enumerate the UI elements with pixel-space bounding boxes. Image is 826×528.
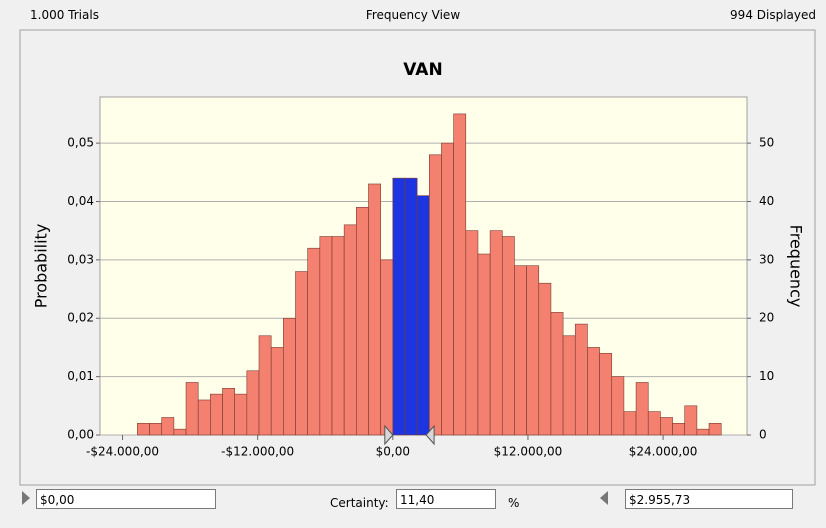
right-arrow-icon (600, 491, 608, 505)
y2-tick-label: 0 (759, 428, 767, 442)
bar (538, 282, 552, 436)
bar (283, 317, 296, 436)
bar (343, 224, 357, 436)
view-name: Frequency View (365, 8, 461, 22)
bar (647, 411, 661, 436)
y-tick-label: 0,01 (67, 369, 94, 383)
low-input[interactable]: $0,00 (36, 489, 216, 509)
x-tick-label: -$12.000,00 (221, 445, 294, 459)
bar (368, 183, 381, 436)
bar (477, 253, 491, 436)
bar (161, 417, 175, 436)
bar (635, 382, 649, 436)
bar (489, 230, 503, 436)
bar (599, 352, 613, 436)
bar (173, 428, 187, 436)
bar (696, 428, 710, 436)
bar (514, 265, 527, 436)
y-tick-label: 0,00 (67, 428, 94, 442)
y2-tick-label: 30 (759, 252, 774, 266)
trials: 1.000 Trials (30, 8, 99, 22)
certainty-label: Certainty: (330, 496, 389, 510)
bar (222, 387, 235, 436)
bar (623, 411, 637, 436)
bar (574, 323, 588, 436)
range-marker (384, 424, 394, 446)
high-input[interactable]: $2.955,73 (625, 489, 793, 509)
bar (611, 376, 625, 436)
bar (550, 312, 564, 436)
bar (356, 207, 369, 436)
bar (380, 259, 394, 436)
x-tick-label: $0,00 (376, 445, 410, 459)
bar (416, 195, 430, 436)
bar (672, 423, 686, 436)
bar (137, 423, 150, 436)
bar (501, 236, 515, 436)
bar (234, 393, 248, 436)
bar (428, 154, 442, 436)
x-tick-label: $24.000,00 (629, 445, 698, 459)
bar (708, 423, 722, 436)
x-tick-label: -$24.000,00 (86, 445, 159, 459)
range-marker (425, 424, 435, 446)
bar (465, 230, 479, 436)
bar (526, 265, 540, 436)
bar (270, 347, 284, 436)
y2-tick-label: 50 (759, 136, 774, 150)
bar (319, 236, 333, 436)
bar (453, 113, 467, 436)
bar (295, 271, 308, 436)
bar (660, 417, 673, 436)
certainty-unit: % (508, 496, 520, 510)
bar (331, 236, 345, 436)
y-axis-label: Probability (32, 224, 51, 309)
bar (562, 335, 576, 436)
x-tick-label: $12.000,00 (494, 445, 563, 459)
bar (149, 423, 163, 436)
y2-axis-label: Frequency (787, 225, 806, 308)
bar (258, 335, 272, 436)
y2-tick-label: 10 (759, 369, 774, 383)
y-tick-label: 0,02 (67, 311, 94, 325)
bar (441, 142, 454, 436)
displayed: 994 Displayed (730, 8, 816, 22)
y-tick-label: 0,04 (67, 194, 94, 208)
y-tick-label: 0,03 (67, 252, 94, 266)
y-tick-label: 0,05 (67, 136, 94, 150)
bar (587, 347, 600, 436)
bar (246, 370, 260, 436)
bar (210, 393, 223, 436)
bar (197, 399, 211, 436)
chart-title: VAN (403, 60, 442, 80)
bar (684, 405, 698, 436)
left-arrow-icon (22, 491, 30, 505)
bar (404, 177, 418, 436)
y2-tick-label: 20 (759, 311, 774, 325)
bar (392, 177, 406, 436)
bar (307, 247, 321, 436)
bar (185, 382, 199, 436)
y2-tick-label: 40 (759, 194, 774, 208)
certainty-input[interactable]: 11,40 (396, 489, 496, 509)
